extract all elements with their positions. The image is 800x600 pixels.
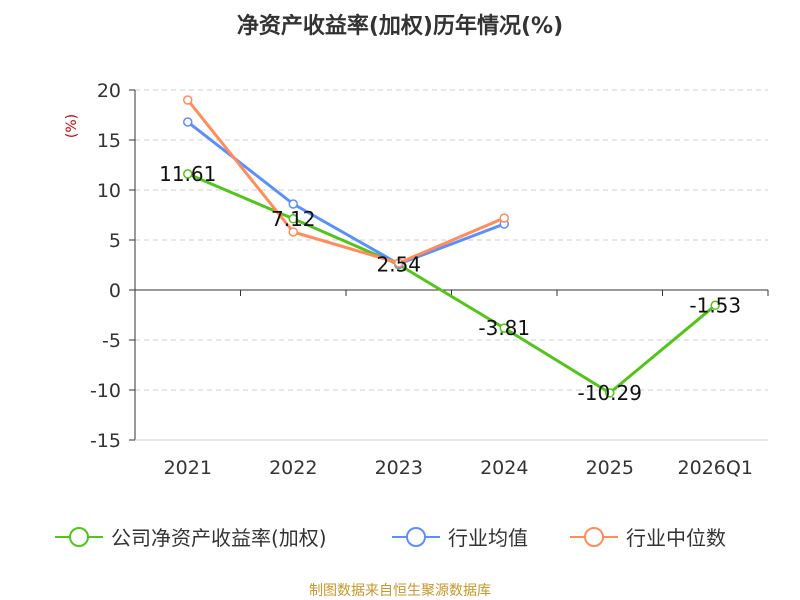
series-point-1: [183, 117, 193, 127]
series-lines: [183, 95, 720, 398]
x-tick-label: 2022: [269, 457, 317, 479]
source-note: 制图数据来自恒生聚源数据库: [309, 583, 491, 599]
series-point-2: [394, 258, 404, 268]
legend: 公司净资产收益率(加权) 行业均值 行业中位数: [55, 526, 726, 550]
x-tick-label: 2026Q1: [678, 457, 753, 479]
series-point-0: [183, 169, 193, 179]
series-point-1: [288, 199, 298, 209]
x-tick-label: 2023: [375, 457, 423, 479]
data-label: -1.53: [689, 293, 741, 317]
gridlines: [135, 89, 768, 441]
data-label: 7.12: [271, 207, 316, 231]
series-point-2: [499, 213, 509, 223]
legend-label: 行业均值: [448, 526, 528, 550]
y-tick-label: -10: [90, 380, 121, 402]
series-line-1: [186, 120, 505, 266]
x-tick-label: 2025: [586, 457, 634, 479]
y-tick-label: 10: [97, 180, 121, 202]
series-point-2: [183, 95, 193, 105]
series-point-0: [605, 388, 615, 398]
y-axis-label: (%): [64, 114, 80, 138]
y-tick-label: 5: [109, 230, 121, 252]
x-tick-label: 2021: [164, 457, 212, 479]
y-tick-label: -5: [102, 330, 121, 352]
series-line-2: [186, 99, 505, 265]
series-line-0: [187, 172, 717, 395]
legend-label: 公司净资产收益率(加权): [111, 526, 327, 550]
data-labels: 11.61 7.12 2.54 -3.81 -10.29 -1.53: [159, 162, 741, 405]
y-tick-label: 20: [97, 80, 121, 102]
x-tick-label: 2024: [480, 457, 528, 479]
chart-title: 净资产收益率(加权)历年情况(%): [236, 14, 564, 39]
y-tick-label: -15: [90, 430, 121, 452]
data-label: 11.61: [159, 162, 216, 186]
series-point-0: [288, 214, 298, 224]
series-point-2: [288, 227, 298, 237]
data-label: -10.29: [578, 381, 642, 405]
data-label: 2.54: [376, 253, 421, 277]
data-label: -3.81: [478, 316, 530, 340]
axes: 20 15 10 5 0 -5 -10 -15 2021 2022 2023 2024 2025 2026…: [64, 80, 769, 479]
series-point-0: [710, 300, 720, 311]
legend-label: 行业中位数: [626, 526, 726, 550]
legend-marker: [406, 527, 426, 547]
series-point-0: [499, 323, 509, 333]
y-tick-label: 0: [109, 280, 121, 302]
y-tick-label: 15: [97, 130, 121, 152]
legend-marker: [584, 527, 604, 547]
legend-marker: [69, 527, 89, 547]
